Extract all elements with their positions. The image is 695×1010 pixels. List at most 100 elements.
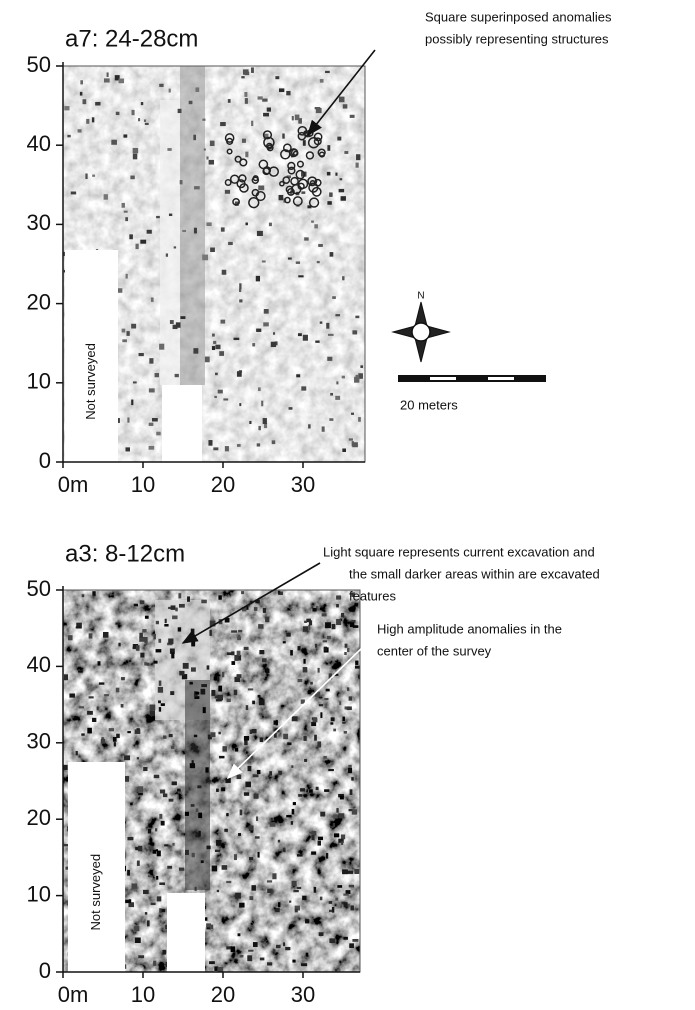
anomaly-speck — [135, 729, 141, 734]
anomaly-speck — [167, 866, 172, 869]
anomaly-speck — [76, 626, 81, 628]
survey-panel: Not surveyeda7: 24-28cm010203040500m1020… — [27, 25, 365, 496]
anomaly-speck — [257, 231, 263, 236]
anomaly-speck — [320, 897, 322, 901]
anomaly-speck — [210, 141, 215, 146]
anomaly-speck — [298, 275, 303, 277]
anomaly-speck — [144, 662, 146, 665]
anomaly-speck — [347, 648, 349, 652]
anomaly-speck — [308, 625, 310, 630]
anomaly-speck — [312, 835, 315, 840]
anomaly-speck — [155, 373, 160, 377]
anomaly-speck — [191, 641, 195, 647]
anomaly-speck — [194, 696, 199, 699]
anomaly-speck — [336, 604, 339, 607]
anomaly-speck — [125, 776, 130, 782]
anomaly-speck — [333, 823, 335, 827]
anomaly-speck — [169, 214, 172, 216]
anomaly-speck — [101, 739, 105, 744]
anomaly-speck — [258, 695, 261, 698]
anomaly-speck — [138, 955, 144, 958]
anomaly-speck — [172, 616, 177, 620]
anomaly-speck — [171, 605, 176, 609]
anomaly-speck — [252, 729, 257, 733]
anomaly-speck — [149, 446, 155, 450]
anomaly-speck — [332, 907, 334, 913]
anomaly-speck — [245, 152, 248, 158]
anomaly-speck — [241, 76, 244, 78]
anomaly-speck — [78, 129, 82, 132]
anomaly-speck — [87, 711, 93, 715]
scale-bar: 20 meters — [398, 375, 546, 412]
anomaly-speck — [337, 819, 340, 822]
anomaly-speck — [325, 71, 330, 73]
anomaly-speck — [196, 808, 199, 812]
anomaly-speck — [256, 816, 258, 821]
anomaly-speck — [159, 882, 165, 884]
anomaly-speck — [222, 865, 228, 870]
anomaly-speck — [81, 733, 84, 735]
anomaly-speck — [111, 140, 117, 145]
anomaly-speck — [171, 652, 174, 658]
anomaly-speck — [158, 639, 161, 643]
anomaly-speck — [116, 112, 120, 115]
anomaly-speck — [330, 722, 333, 724]
anomaly-speck — [248, 950, 253, 952]
anomaly-speck — [231, 946, 236, 952]
anomaly-speck — [341, 834, 345, 839]
anomaly-speck — [300, 788, 305, 791]
anomaly-speck — [218, 390, 223, 394]
anomaly-speck — [340, 796, 344, 800]
anomaly-speck — [298, 679, 303, 682]
anomaly-speck — [352, 939, 358, 942]
anomaly-speck — [335, 396, 340, 400]
anomaly-speck — [183, 663, 189, 669]
anomaly-speck — [218, 595, 221, 599]
anomaly-speck — [92, 591, 95, 596]
anomaly-speck — [157, 896, 162, 901]
anomaly-speck — [140, 240, 146, 244]
anomaly-speck — [312, 608, 316, 612]
anomaly-speck — [156, 621, 159, 624]
anomaly-speck — [304, 237, 308, 240]
anomaly-speck — [355, 316, 359, 319]
anomaly-speck — [317, 741, 321, 747]
anomaly-speck — [152, 418, 158, 422]
anomaly-speck — [237, 775, 242, 779]
anomaly-speck — [153, 661, 157, 664]
anomaly-speck — [286, 91, 290, 95]
anomaly-speck — [341, 841, 343, 845]
anomaly-speck — [244, 736, 249, 741]
y-tick-label: 0 — [39, 448, 51, 473]
anomaly-speck — [316, 108, 322, 113]
anomaly-speck — [201, 684, 207, 687]
anomaly-speck — [127, 837, 133, 840]
y-tick-label: 10 — [27, 369, 51, 394]
anomaly-speck — [292, 716, 298, 721]
anomaly-speck — [171, 746, 174, 749]
anomaly-speck — [205, 767, 208, 772]
anomaly-speck — [344, 731, 347, 734]
anomaly-speck — [216, 789, 219, 792]
anomaly-speck — [195, 692, 199, 695]
anomaly-speck — [269, 771, 272, 775]
anomaly-speck — [222, 672, 224, 677]
anomaly-speck — [248, 766, 252, 771]
anomaly-speck — [351, 413, 354, 415]
anomaly-speck — [137, 861, 140, 866]
anomaly-speck — [195, 887, 197, 891]
anomaly-speck — [315, 340, 319, 342]
anomaly-speck — [351, 905, 354, 910]
light-strip — [160, 100, 180, 385]
anomaly-speck — [342, 276, 344, 280]
anomaly-speck — [122, 339, 127, 342]
anomaly-speck — [278, 902, 280, 907]
y-tick-label: 40 — [27, 652, 51, 677]
anomaly-speck — [121, 704, 124, 708]
anomaly-speck — [342, 869, 348, 874]
anomaly-speck — [271, 342, 276, 347]
anomaly-speck — [343, 937, 348, 940]
anomaly-speck — [185, 850, 189, 855]
anomaly-speck — [244, 647, 249, 650]
anomaly-speck — [143, 767, 147, 771]
